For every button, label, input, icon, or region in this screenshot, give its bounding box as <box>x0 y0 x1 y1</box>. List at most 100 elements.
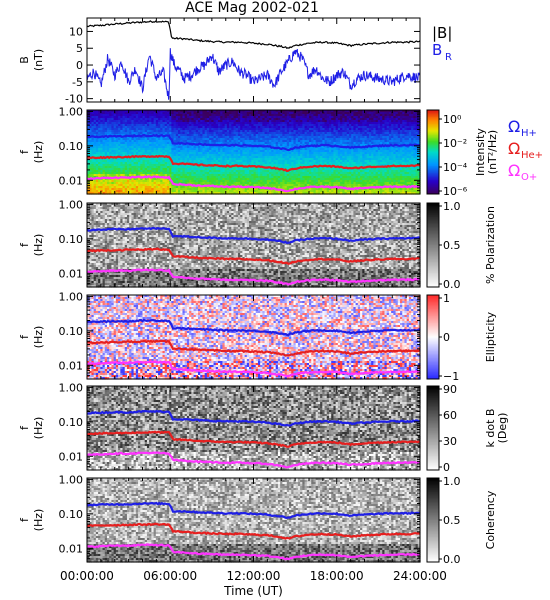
spectrogram-cell <box>284 118 288 121</box>
spectrogram-cell <box>415 120 419 123</box>
spectrogram-cell <box>151 132 155 135</box>
spectrogram-cell <box>291 136 295 139</box>
spectrogram-cell <box>289 114 292 117</box>
spectrogram-cell <box>368 140 372 143</box>
spectrogram-cell <box>380 134 383 137</box>
spectrogram-cell <box>244 130 248 133</box>
spectrogram-cell <box>146 122 150 125</box>
spectrogram-cell <box>195 124 199 127</box>
spectrogram-cell <box>124 142 128 145</box>
spectrogram-cell <box>202 128 206 131</box>
spectrogram-cell <box>335 120 339 123</box>
spectrogram-cell <box>142 114 146 117</box>
spectrogram-cell <box>184 124 188 127</box>
spectrogram-cell <box>120 140 124 143</box>
spectrogram-cell <box>297 114 301 117</box>
spectrogram-cell <box>344 110 348 113</box>
spectrogram-cell <box>109 140 113 143</box>
spectrogram-cell <box>342 118 346 121</box>
spectrogram-cell <box>124 122 128 125</box>
spectrogram-cell <box>113 128 117 131</box>
spectrogram-cell <box>286 142 290 145</box>
spectrogram-cell <box>406 120 410 123</box>
spectrogram-cell <box>264 120 268 123</box>
spectrogram-cell <box>377 118 381 121</box>
spectrogram-cell <box>271 124 275 127</box>
spectrogram-cell <box>120 134 124 137</box>
spectrogram-cell <box>193 120 197 123</box>
spectrogram-cell <box>266 114 270 117</box>
spectrogram-cell <box>273 126 277 129</box>
spectrogram-cell <box>368 116 372 119</box>
spectrogram-cell <box>366 128 370 131</box>
spectrogram-cell <box>173 114 177 117</box>
spectrogram-cell <box>93 122 97 125</box>
spectrogram-cell <box>415 126 419 129</box>
spectrogram-cell <box>255 128 259 131</box>
spectrogram-cell <box>295 126 299 129</box>
spectrogram-cell <box>266 136 270 139</box>
spectrogram-cell <box>93 134 97 137</box>
spectrogram-cell <box>186 112 190 115</box>
spectrogram-cell <box>206 128 210 131</box>
spectrogram-cell <box>346 112 350 115</box>
spectrogram-cell <box>93 110 97 113</box>
spectrogram-cell <box>164 124 168 127</box>
spectrogram-cell <box>384 130 388 133</box>
spectrogram-cell <box>255 122 259 125</box>
spectrogram-cell <box>346 126 350 129</box>
spectrogram-cell <box>353 116 357 119</box>
spectrogram-cell <box>242 116 246 119</box>
spectrogram-cell <box>264 142 268 145</box>
spectrogram-cell <box>328 112 332 115</box>
spectrogram-cell <box>255 132 259 135</box>
spectrogram-cell <box>417 140 421 143</box>
spectrogram-cell <box>89 116 93 119</box>
spectrogram-cell <box>348 114 352 117</box>
spectrogram-cell <box>129 132 132 135</box>
spectrogram-cell <box>233 138 237 141</box>
spectrogram-cell <box>297 112 301 115</box>
spectrogram-cell <box>309 132 312 135</box>
spectrogram-cell <box>391 120 394 123</box>
spectrogram-cell <box>175 114 179 117</box>
spectrogram-cell <box>304 122 308 125</box>
spectrogram-cell <box>229 134 232 137</box>
spectrogram-cell <box>102 114 106 117</box>
spectrogram-cell <box>273 136 277 139</box>
spectrogram-cell <box>184 132 188 135</box>
spectrogram-cell <box>368 126 372 129</box>
spectrogram-cell <box>264 114 268 117</box>
spectrogram-cell <box>304 142 308 145</box>
spectrogram-cell <box>362 120 366 123</box>
spectrogram-cell <box>200 116 204 119</box>
spectrogram-cell <box>191 112 195 115</box>
spectrogram-cell <box>282 110 286 113</box>
spectrogram-cell <box>166 120 170 123</box>
spectrogram-cell <box>309 136 312 139</box>
spectrogram-cell <box>231 118 235 121</box>
spectrogram-cell <box>104 136 108 139</box>
spectrogram-cell <box>328 118 332 121</box>
spectrogram-cell <box>415 136 419 139</box>
spectrogram-cell <box>222 126 226 129</box>
spectrogram-cell <box>118 124 121 127</box>
spectrogram-cell <box>380 126 383 129</box>
spectrogram-cell <box>404 112 408 115</box>
spectrogram-cell <box>400 110 403 113</box>
spectrogram-cell <box>186 118 190 121</box>
spectrogram-cell <box>355 136 359 139</box>
spectrogram-cell <box>215 134 219 137</box>
spectrogram-cell <box>406 126 410 129</box>
spectrogram-cell <box>393 126 397 129</box>
spectrogram-cell <box>337 134 341 137</box>
spectrogram-cell <box>171 118 175 121</box>
spectrogram-cell <box>355 116 359 119</box>
spectrogram-cell <box>153 120 157 123</box>
spectrogram-cell <box>357 124 361 127</box>
spectrogram-cell <box>226 114 230 117</box>
spectrogram-cell <box>100 120 104 123</box>
spectrogram-cell <box>217 122 221 125</box>
spectrogram-cell <box>153 142 157 145</box>
spectrogram-cell <box>275 136 279 139</box>
